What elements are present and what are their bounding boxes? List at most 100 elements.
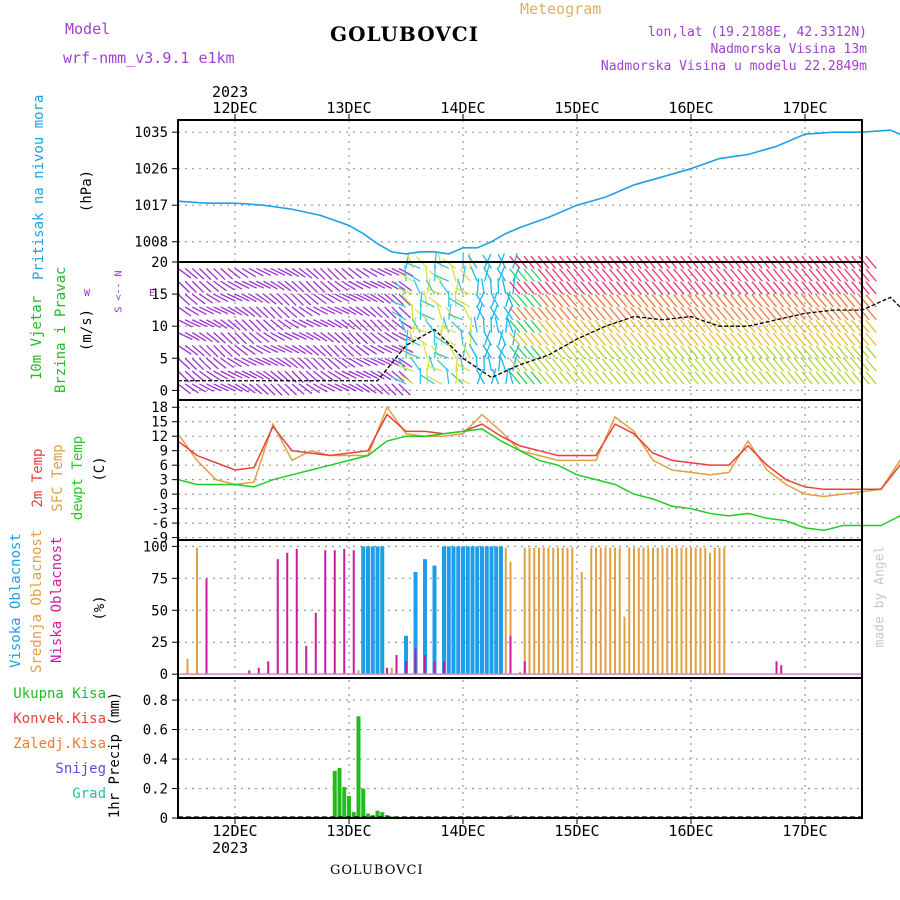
wind-barb xyxy=(423,291,429,308)
wind-barb xyxy=(580,319,592,334)
wind-barb xyxy=(459,268,471,282)
high-cloud-bar xyxy=(366,546,370,675)
low-cloud-bar xyxy=(248,670,251,675)
mid-cloud-bar xyxy=(547,547,550,675)
wind-barb xyxy=(551,332,564,346)
wind-barb xyxy=(490,316,493,333)
wind-barb xyxy=(177,344,192,355)
legend-total-rain: Ukupna Kisa xyxy=(13,686,106,702)
wind-barb xyxy=(665,268,678,282)
wind-barb xyxy=(362,319,376,332)
wind-barb xyxy=(427,375,442,385)
wind-barb xyxy=(580,281,592,295)
low-cloud-bar xyxy=(295,548,298,675)
wind-barb xyxy=(512,343,521,359)
wind-barb xyxy=(460,329,464,346)
wind-barb xyxy=(419,303,422,320)
wind-barb xyxy=(815,371,827,385)
wind-barb xyxy=(687,371,699,385)
wind-barb xyxy=(341,332,354,345)
wind-barb xyxy=(362,357,378,366)
wind-barb xyxy=(284,306,298,318)
wind-barb xyxy=(509,268,521,282)
wind-barb xyxy=(327,267,340,281)
wind-barb xyxy=(787,319,799,334)
wind-barb xyxy=(523,332,535,346)
wind-barb xyxy=(482,316,486,333)
wind-barb xyxy=(399,373,414,385)
wind-barb xyxy=(509,332,521,346)
wind-barb xyxy=(234,332,247,345)
wind-barb xyxy=(779,345,792,359)
wind-barb xyxy=(779,281,792,295)
wind-barb xyxy=(284,383,298,396)
wind-barb xyxy=(865,358,877,372)
wind-barb xyxy=(530,281,542,295)
mid-cloud-bar xyxy=(552,547,555,675)
wind-barb xyxy=(270,306,283,319)
wind-barb xyxy=(544,371,557,385)
wind-barb xyxy=(651,345,663,359)
wind-barb xyxy=(844,319,856,334)
wind-barb xyxy=(191,332,207,342)
wind-barb xyxy=(341,306,357,315)
total-rain-bar xyxy=(337,767,342,818)
wind-barb xyxy=(758,281,770,295)
wind-barb xyxy=(369,383,384,395)
wind-barb xyxy=(284,267,300,277)
wind-barb xyxy=(377,319,390,332)
wind-barb xyxy=(644,345,656,359)
wind-barb xyxy=(822,307,834,321)
precip-ytick-label: 0.2 xyxy=(143,782,168,798)
wind-barb xyxy=(362,332,376,344)
wind-barb xyxy=(213,357,227,369)
wind-barb xyxy=(544,345,557,359)
high-cloud-bar xyxy=(456,546,461,675)
wind-barb xyxy=(623,281,635,295)
wind-barb xyxy=(779,307,792,321)
wind-barb xyxy=(263,293,277,305)
wind-barb xyxy=(516,371,528,385)
wind-barb xyxy=(320,332,334,343)
wind-barb xyxy=(384,267,400,276)
model-value: wrf-nmm_v3.9.1 e1km xyxy=(63,49,235,67)
wind-barb xyxy=(737,345,749,359)
wind-barb xyxy=(559,281,571,295)
wind-barb xyxy=(305,332,321,341)
pressure-panel-frame xyxy=(177,119,863,263)
wind-barb xyxy=(227,319,241,331)
wind-barb xyxy=(708,307,720,321)
wind-barb xyxy=(497,329,504,346)
date-tick-bottom: 12DEC xyxy=(212,822,257,840)
date-tick-top: 13DEC xyxy=(326,99,371,117)
wind-barb xyxy=(327,319,342,329)
wind-barb xyxy=(844,294,856,308)
wind-barb xyxy=(506,317,514,333)
wind-barb xyxy=(184,370,198,383)
wind-barb xyxy=(544,307,557,321)
wind-barb xyxy=(836,281,849,295)
wind-barb xyxy=(277,319,292,330)
wind-barb xyxy=(715,358,728,372)
year-bottom-label: 2023 xyxy=(212,839,249,857)
wind-barb xyxy=(758,319,770,334)
precip-ytick-label: 0.4 xyxy=(143,752,168,768)
low-cloud-bar xyxy=(314,612,317,675)
wind-barb xyxy=(482,344,493,359)
wind-barb xyxy=(398,357,413,368)
wind-barb xyxy=(184,319,200,328)
wind-barb xyxy=(284,357,299,369)
wind-barb xyxy=(198,344,212,357)
wind-barb xyxy=(320,344,333,357)
wind-barb xyxy=(779,319,792,334)
high-cloud-bar xyxy=(442,546,446,675)
mid-cloud-bar xyxy=(680,547,683,675)
wind-barb xyxy=(851,371,863,385)
wind-barb xyxy=(544,294,557,308)
wind-barb xyxy=(822,345,834,359)
wind-barb xyxy=(851,294,863,308)
wind-barb xyxy=(744,307,756,321)
wind-barb xyxy=(630,294,642,308)
wind-barb xyxy=(241,332,255,344)
mid-cloud-bar xyxy=(571,547,574,675)
